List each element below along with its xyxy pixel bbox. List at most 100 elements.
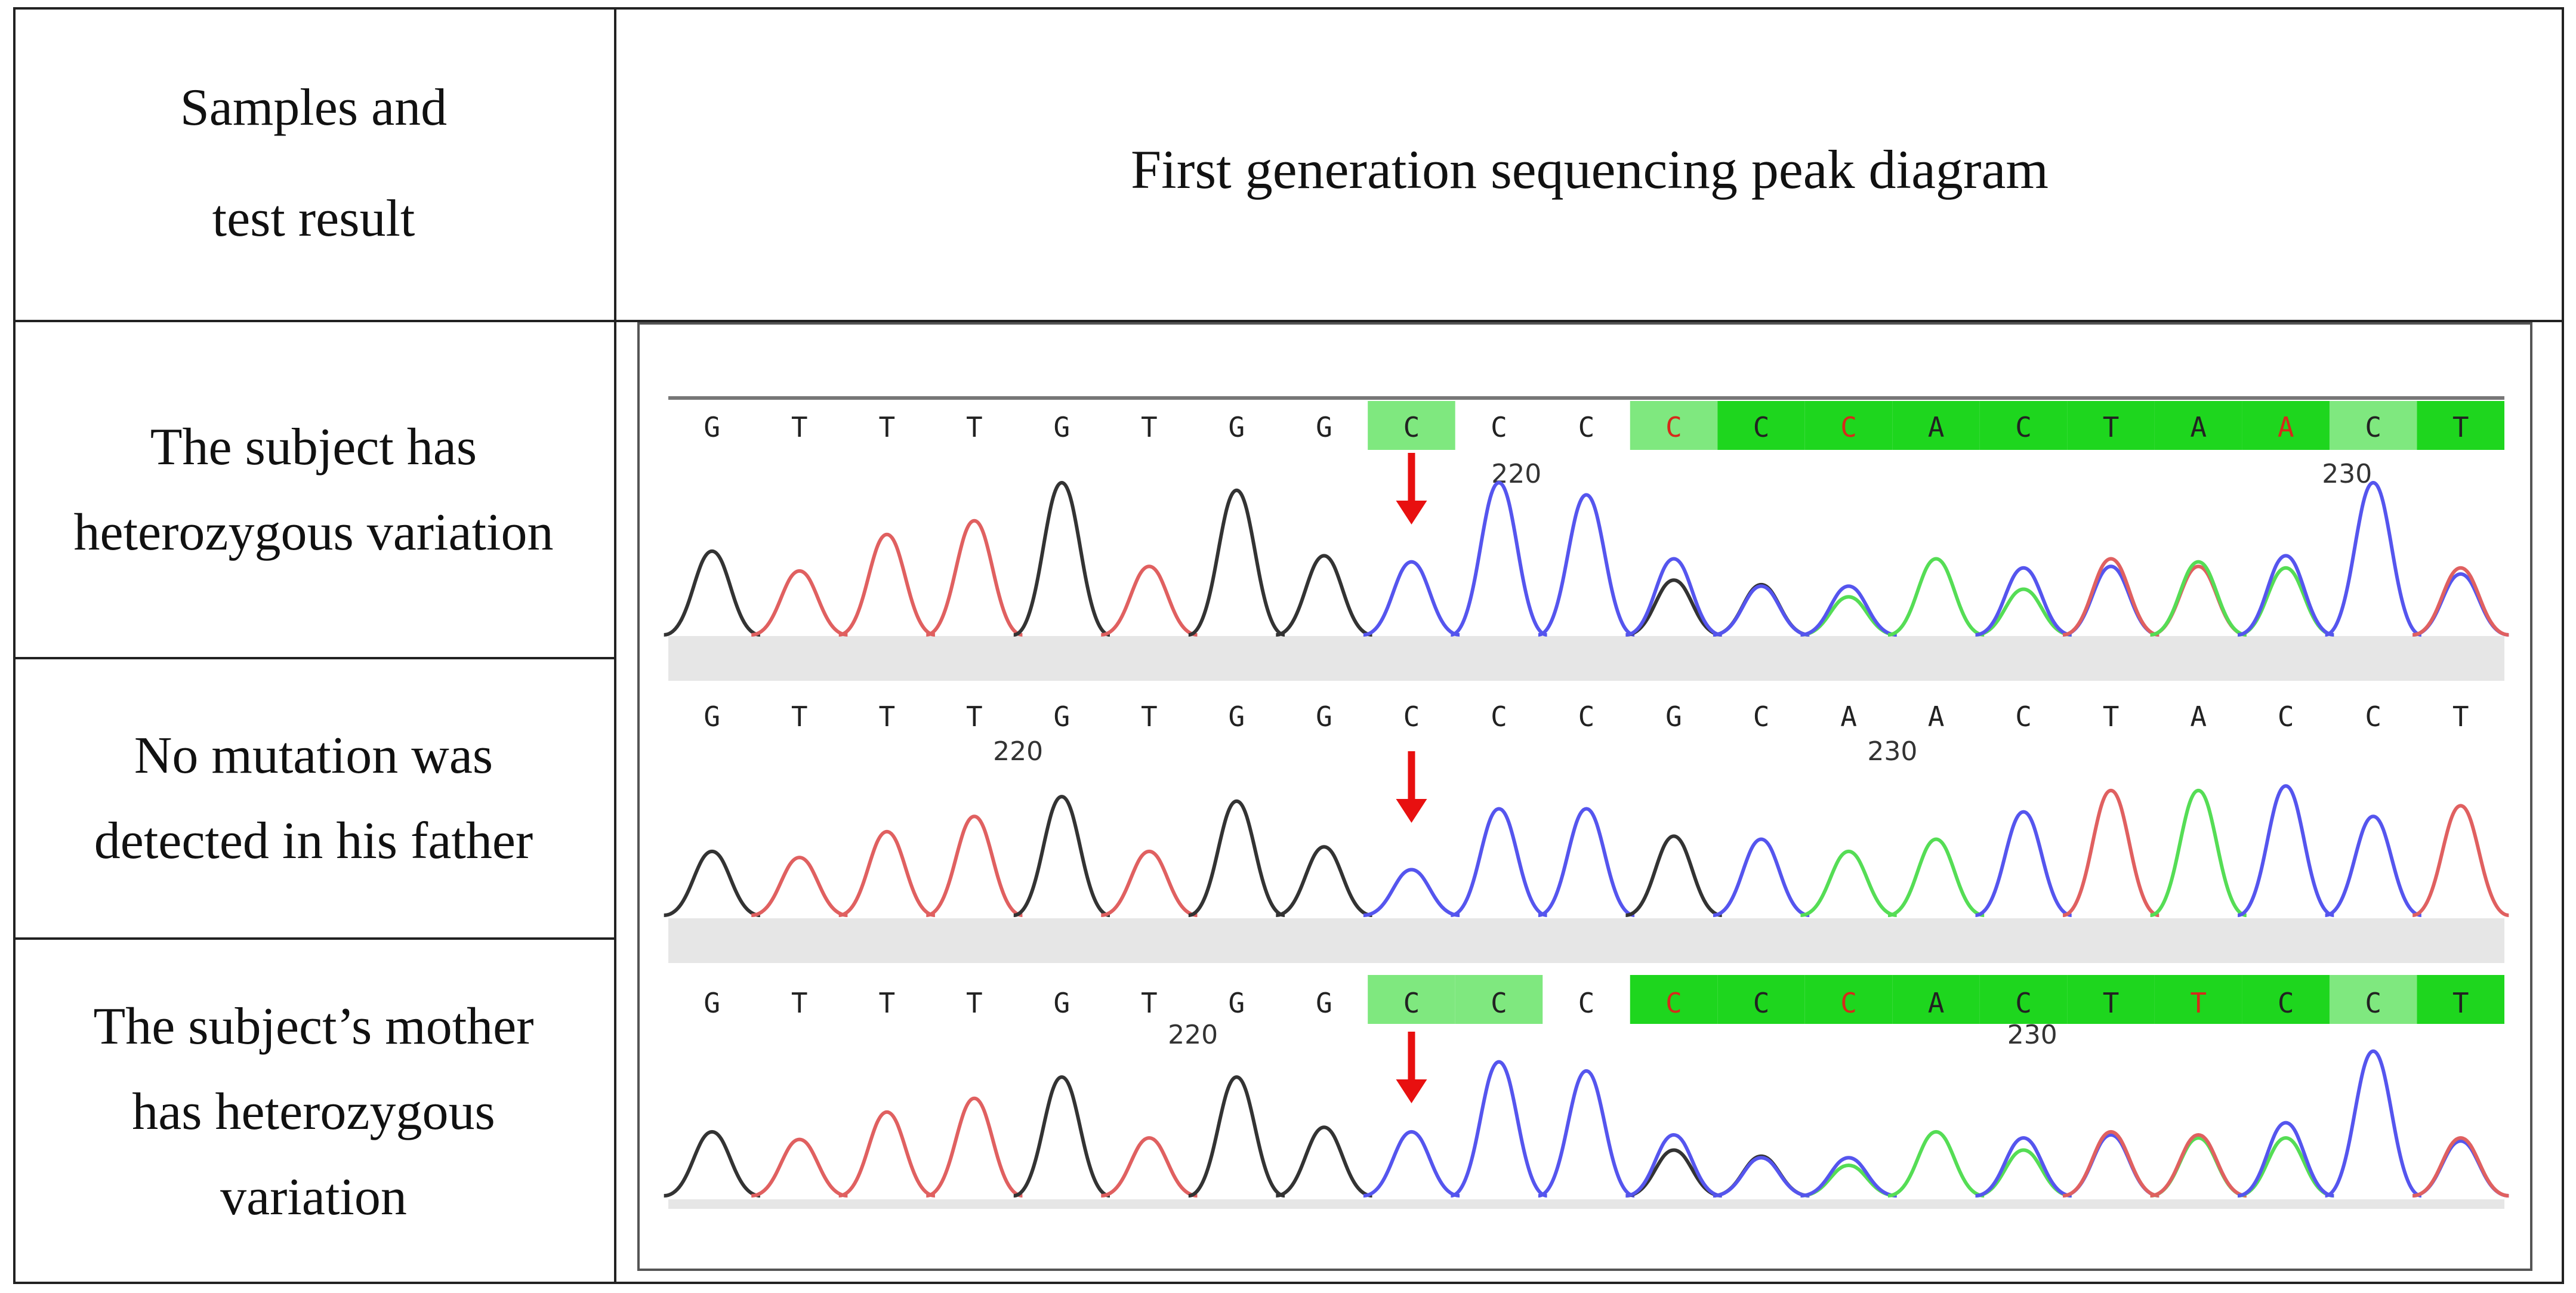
chromatogram-peak	[1013, 480, 1110, 637]
base-call: C	[1753, 700, 1770, 733]
arrow-shaft	[1408, 1032, 1415, 1084]
base-call: T	[2103, 411, 2120, 443]
base-call: C	[1403, 987, 1420, 1019]
mutation-arrow-icon	[1396, 501, 1427, 524]
header-samples: Samples and test result	[13, 7, 614, 320]
base-call: C	[2365, 411, 2381, 443]
chromatogram-peak	[1975, 810, 2072, 917]
base-call: C	[1840, 411, 1857, 443]
base-highlight-strong	[2067, 975, 2155, 1024]
sequencing-peak-figure: G T T T G T G G C C C C C C A C T A A C T 220 230 G T T T G T G G C C C G C…	[637, 322, 2532, 1271]
base-call: C	[1753, 411, 1770, 443]
chromatogram-peak	[1713, 837, 1810, 917]
base-call: G	[1665, 700, 1682, 733]
base-call: G	[704, 411, 720, 443]
header-diagram: First generation sequencing peak diagram	[1131, 139, 2049, 200]
overlap-peak	[1625, 578, 1722, 637]
base-highlight-strong	[1630, 975, 1718, 1024]
chromatogram-peak	[1275, 1125, 1372, 1198]
base-call: C	[1578, 411, 1595, 443]
chromatogram-peak	[664, 1130, 761, 1198]
chromatogram-peak	[1363, 1130, 1460, 1198]
base-highlight-strong	[1717, 975, 1805, 1024]
base-call: G	[704, 700, 720, 733]
chromatogram-peak	[1450, 1060, 1548, 1198]
chromatogram-peak	[1538, 807, 1635, 917]
row-label-mother: The subject’s mother has heterozygous va…	[13, 940, 614, 1284]
chromatogram-peak	[2324, 1049, 2422, 1198]
chromatogram-peak	[1363, 868, 1460, 917]
chromatogram-peak	[1887, 1130, 1985, 1198]
trace-baseline-band	[668, 918, 2504, 963]
column-divider	[614, 7, 616, 1284]
base-highlight-strong	[1892, 401, 1980, 450]
position-label: 230	[2322, 459, 2372, 489]
row-label-father: No mutation was detected in his father	[13, 659, 614, 937]
chromatogram-peak	[2062, 1130, 2159, 1198]
base-highlight-strong	[2067, 401, 2155, 450]
mutation-arrow-icon	[1396, 1079, 1427, 1103]
chromatogram-peak	[751, 569, 848, 637]
base-highlight-strong	[2242, 401, 2330, 450]
base-call: T	[2452, 987, 2469, 1019]
base-call: C	[2278, 987, 2294, 1019]
chromatogram-peak	[1538, 493, 1635, 637]
base-highlight-strong	[2154, 975, 2242, 1024]
base-call: T	[1141, 411, 1158, 443]
base-call: T	[966, 987, 983, 1019]
row-label-line: The subject has	[150, 418, 477, 476]
base-highlight-strong	[2242, 975, 2330, 1024]
base-call: C	[1403, 700, 1420, 733]
base-highlight-light	[1630, 401, 1718, 450]
chromatogram-peak	[925, 1096, 1023, 1198]
base-highlight-strong	[1804, 401, 1893, 450]
base-call: C	[2015, 700, 2032, 733]
base-call: C	[1665, 411, 1682, 443]
overlap-peak	[1625, 1148, 1722, 1198]
base-call: C	[1491, 987, 1507, 1019]
row-label-line: variation	[220, 1168, 407, 1226]
base-call: C	[2015, 987, 2032, 1019]
position-label: 230	[1867, 736, 1917, 767]
base-call: G	[1316, 987, 1332, 1019]
base-highlight-strong	[2417, 401, 2504, 450]
base-call: A	[1928, 700, 1945, 733]
chromatogram-peak	[1100, 849, 1198, 917]
results-table	[13, 7, 2564, 1284]
position-label: 220	[1168, 1020, 1218, 1050]
chromatogram-peak	[1975, 1136, 2072, 1198]
chromatogram-peak	[2412, 1136, 2509, 1198]
base-call: G	[1054, 411, 1070, 443]
chromatogram-peak	[1713, 1156, 1810, 1198]
row-label-line: heterozygous variation	[73, 503, 554, 561]
chromatogram-peak	[2237, 1121, 2334, 1198]
base-highlight-light	[1368, 975, 1455, 1024]
arrow-shaft	[1408, 453, 1415, 505]
base-call: T	[966, 411, 983, 443]
base-call: C	[2015, 411, 2032, 443]
base-highlight-light	[1455, 975, 1543, 1024]
base-call: C	[1491, 700, 1507, 733]
chromatogram-peak	[664, 549, 761, 637]
chromatogram-peak	[2237, 784, 2334, 917]
chromatogram-peak	[1275, 845, 1372, 917]
base-highlight-strong	[1979, 401, 2068, 450]
chromatogram-peak	[1800, 584, 1897, 637]
base-call: G	[1229, 411, 1245, 443]
base-call: T	[2103, 987, 2120, 1019]
base-call: T	[1141, 700, 1158, 733]
base-call: G	[1316, 700, 1332, 733]
chromatogram-peak	[751, 1137, 848, 1198]
chromatogram-peak	[1800, 849, 1898, 917]
chromatogram-peak	[2412, 804, 2509, 917]
chromatogram-peak	[1625, 834, 1723, 917]
base-call: T	[2452, 411, 2469, 443]
mutation-arrow-icon	[1396, 799, 1427, 823]
base-highlight-strong	[2417, 975, 2504, 1024]
base-highlight-light	[2329, 975, 2417, 1024]
base-call: C	[2365, 987, 2381, 1019]
base-call: A	[2278, 411, 2294, 443]
base-highlight-strong	[1717, 401, 1805, 450]
chromatogram-peak	[925, 814, 1023, 917]
chromatogram-peak	[1450, 807, 1548, 917]
